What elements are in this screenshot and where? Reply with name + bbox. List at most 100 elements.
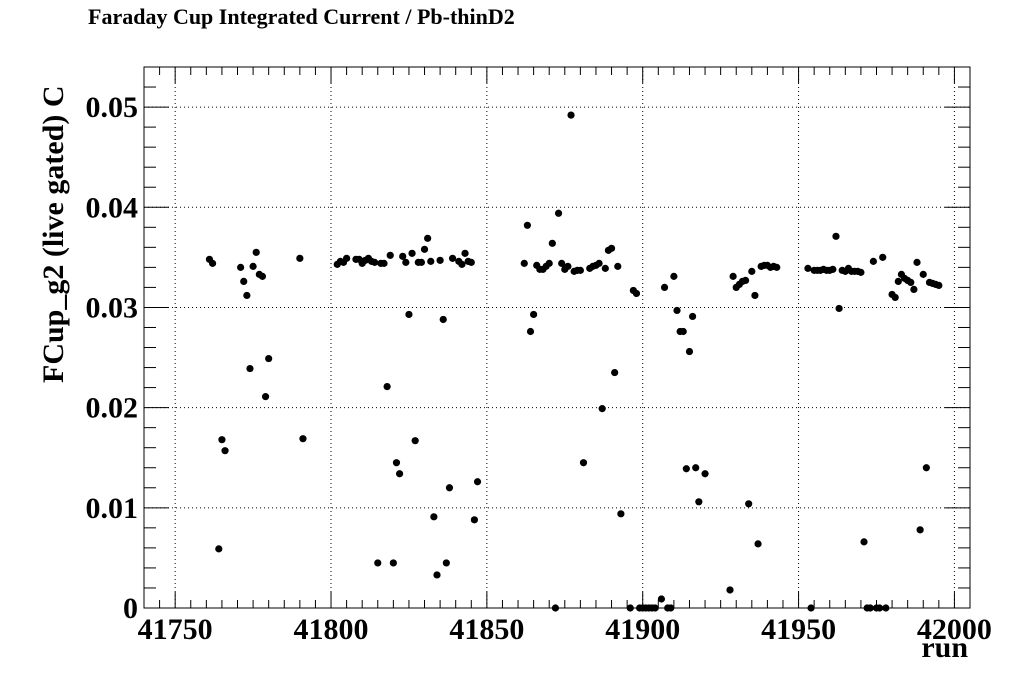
data-point — [894, 277, 902, 285]
y-tick-label: 0.05 — [86, 91, 139, 124]
data-point — [916, 526, 924, 534]
data-point — [773, 263, 781, 271]
y-tick-label: 0.02 — [86, 392, 139, 425]
data-point — [240, 277, 248, 285]
data-point — [679, 327, 687, 336]
data-point — [685, 347, 694, 356]
data-point — [632, 289, 641, 298]
data-point — [692, 464, 700, 472]
x-tick-label: 41850 — [449, 613, 524, 646]
data-point — [891, 293, 899, 302]
data-point — [919, 270, 927, 278]
data-point — [726, 586, 734, 594]
data-point — [470, 516, 478, 524]
data-point — [879, 253, 887, 261]
data-point — [907, 278, 915, 286]
data-point — [526, 327, 535, 336]
data-point — [299, 435, 307, 443]
data-point — [243, 291, 251, 300]
data-point — [374, 559, 382, 567]
y-tick-label: 0.03 — [86, 291, 139, 324]
y-tick-label: 0 — [123, 592, 138, 625]
data-point — [448, 254, 457, 262]
data-point — [545, 259, 553, 267]
data-point — [876, 604, 884, 612]
data-point — [215, 545, 223, 553]
chart-title: Faraday Cup Integrated Current / Pb-thin… — [88, 4, 515, 29]
data-point — [442, 559, 450, 567]
data-point — [548, 239, 556, 247]
data-point — [208, 259, 217, 267]
x-tick-label: 41750 — [138, 613, 213, 646]
data-point — [261, 393, 270, 401]
data-point — [869, 257, 877, 265]
data-point — [439, 315, 447, 324]
data-point — [221, 447, 229, 455]
axis-ticks — [144, 67, 971, 609]
data-point — [420, 245, 429, 253]
data-point — [445, 484, 454, 492]
data-point — [249, 262, 257, 270]
data-point — [461, 249, 469, 257]
data-point — [567, 111, 575, 119]
data-point — [218, 436, 226, 444]
data-point — [617, 510, 625, 518]
data-point — [745, 500, 753, 508]
data-point — [626, 604, 634, 612]
data-point — [405, 310, 413, 319]
data-point — [296, 254, 304, 262]
data-point — [670, 272, 678, 280]
data-point — [576, 266, 584, 274]
data-points — [205, 111, 943, 612]
y-tick-label: 0.04 — [86, 191, 139, 224]
data-point — [598, 405, 606, 413]
data-point — [523, 221, 531, 229]
data-point — [751, 291, 759, 300]
data-point — [458, 260, 466, 268]
data-point — [922, 464, 930, 472]
data-point — [520, 259, 528, 267]
data-point — [682, 465, 690, 473]
data-point — [657, 595, 666, 603]
data-point — [695, 498, 703, 506]
data-point — [399, 252, 407, 260]
data-point — [237, 263, 245, 271]
data-point — [660, 283, 669, 292]
data-point — [601, 264, 609, 272]
x-tick-label: 42000 — [917, 613, 992, 646]
data-point — [433, 571, 441, 579]
data-point — [436, 256, 444, 264]
data-point — [530, 310, 538, 319]
x-axis-title: run — [921, 631, 968, 664]
data-point — [554, 209, 563, 217]
grid-lines — [144, 67, 970, 609]
x-tick-label: 41800 — [294, 613, 369, 646]
data-point — [408, 249, 416, 257]
data-point — [688, 312, 697, 321]
data-point — [701, 470, 709, 478]
data-point — [252, 248, 260, 256]
data-point — [424, 234, 432, 242]
data-point — [430, 513, 438, 521]
data-point — [651, 604, 659, 612]
y-tick-label: 0.01 — [86, 492, 139, 525]
data-point — [910, 285, 918, 294]
data-point — [389, 559, 397, 567]
data-point — [673, 306, 681, 315]
data-point — [551, 604, 560, 612]
data-point — [935, 281, 943, 290]
data-point — [371, 258, 379, 266]
data-point — [882, 604, 890, 612]
data-point — [832, 232, 840, 240]
data-point — [807, 604, 815, 612]
data-point — [804, 264, 812, 272]
data-point — [741, 276, 750, 284]
data-point — [558, 259, 566, 267]
data-point — [611, 368, 619, 377]
data-point — [392, 459, 401, 467]
y-axis-title: FCup_g2 (live gated) C — [37, 86, 70, 383]
data-point — [258, 272, 267, 280]
data-point — [748, 267, 756, 275]
data-point — [595, 259, 603, 267]
